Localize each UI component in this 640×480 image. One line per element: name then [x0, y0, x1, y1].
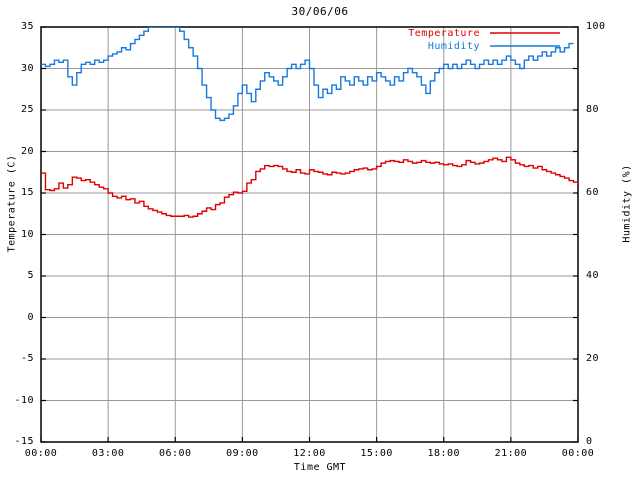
y-axis-right-tick-label: 0 — [586, 436, 593, 447]
y-axis-left-tick-label: 20 — [20, 145, 34, 157]
y-axis-left-tick-label: 10 — [20, 228, 34, 240]
y-axis-right-tick-label: 100 — [586, 21, 606, 32]
x-axis-tick-label: 06:00 — [158, 448, 192, 459]
y-axis-left-tick-label: 30 — [20, 62, 34, 74]
y-axis-left-tick-label: -5 — [20, 353, 34, 364]
y-axis-left-tick-label: 5 — [27, 270, 34, 281]
y-axis-left-tick-label: 0 — [27, 311, 34, 323]
legend-item-temperature: Temperature — [330, 28, 480, 39]
x-axis-tick-label: 21:00 — [494, 448, 528, 459]
legend-item-humidity: Humidity — [330, 41, 480, 52]
x-axis-tick-label: 09:00 — [226, 448, 259, 459]
series-line-humidity — [41, 27, 574, 122]
y-axis-left-tick-label: 25 — [20, 104, 34, 115]
legend-label-temperature: Temperature — [408, 28, 480, 39]
y-axis-left-tick-label: -15 — [14, 436, 34, 447]
x-axis-tick-label: 00:00 — [561, 448, 595, 459]
series-line-temperature — [41, 156, 578, 218]
x-axis-tick-label: 03:00 — [91, 448, 125, 459]
y-axis-left-tick-label: 15 — [20, 187, 34, 198]
x-axis-label: Time GMT — [293, 462, 347, 473]
x-axis-tick-label: 18:00 — [427, 448, 461, 459]
x-axis-tick-label: 12:00 — [293, 448, 326, 459]
y-axis-right-tick-label: 20 — [586, 353, 600, 364]
x-axis-tick-label: 15:00 — [360, 448, 393, 459]
legend-label-humidity: Humidity — [427, 41, 480, 52]
y-axis-right-label: Humidity (%) — [621, 164, 633, 243]
y-axis-right-tick-label: 40 — [586, 270, 600, 281]
y-axis-left-tick-label: -10 — [14, 394, 34, 406]
y-axis-left-tick-label: 35 — [20, 21, 34, 32]
x-axis-tick-label: 00:00 — [24, 448, 58, 459]
chart-title: 30/06/06 — [291, 5, 349, 18]
y-axis-right-tick-label: 60 — [586, 187, 600, 198]
y-axis-right-tick-label: 80 — [586, 104, 600, 115]
